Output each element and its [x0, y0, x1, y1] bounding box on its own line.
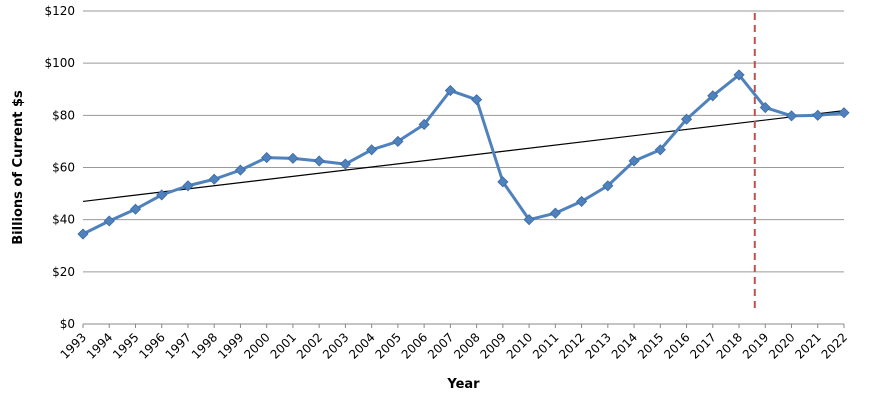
x-tick-label: 2002 — [294, 330, 325, 361]
x-tick-label: 1999 — [215, 330, 246, 361]
data-point — [733, 69, 745, 81]
x-tick-label: 2022 — [819, 330, 850, 361]
data-point — [523, 214, 535, 226]
data-point — [339, 158, 351, 170]
data-point — [785, 110, 798, 122]
x-tick-label: 2015 — [635, 330, 666, 361]
data-point — [103, 215, 115, 227]
data-point — [313, 155, 325, 167]
data-point — [602, 180, 614, 192]
data-point — [471, 94, 483, 106]
x-tick-label: 2021 — [792, 330, 823, 361]
grid-lines — [83, 10, 844, 273]
y-tick-label: $20 — [52, 265, 75, 279]
data-point — [129, 203, 142, 215]
x-tick-label: 2008 — [451, 330, 482, 361]
data-point — [838, 107, 850, 119]
x-tick-label: 2016 — [661, 330, 692, 361]
x-tick-label: 2009 — [477, 330, 508, 361]
x-tick-label: 1997 — [163, 330, 194, 361]
trend-line — [82, 110, 845, 203]
data-point — [759, 101, 771, 114]
data-point — [654, 144, 666, 156]
x-tick-label: 2005 — [373, 330, 404, 361]
x-tick-label: 1995 — [110, 330, 141, 361]
data-point — [628, 155, 640, 167]
x-tick-label: 1996 — [136, 330, 167, 361]
x-tick-label: 2019 — [740, 330, 771, 361]
data-markers — [77, 69, 850, 240]
data-point — [549, 207, 561, 219]
data-point — [287, 152, 299, 164]
x-tick-label: 2014 — [609, 330, 640, 361]
y-axis-title: Billions of Current $s — [11, 90, 26, 245]
x-tick-label: 2011 — [530, 330, 561, 361]
x-tick-labels: 1993199419951996199719981999200020012002… — [58, 324, 850, 362]
data-point — [680, 113, 693, 125]
y-tick-labels: $0 $20 $40 $60 $80 $100 $120 — [44, 4, 75, 331]
x-tick-label: 1993 — [58, 330, 89, 361]
x-tick-label: 1994 — [84, 330, 115, 361]
data-point — [366, 144, 378, 156]
data-point — [77, 228, 89, 240]
x-tick-label: 2017 — [687, 330, 718, 361]
data-point — [707, 90, 719, 102]
data-point — [208, 173, 220, 185]
x-tick-label: 2012 — [556, 330, 587, 361]
x-tick-label: 1998 — [189, 330, 220, 361]
x-tick-label: 2010 — [504, 330, 535, 361]
y-tick-label: $40 — [52, 213, 75, 227]
x-axis-title: Year — [446, 377, 480, 392]
data-point — [444, 84, 456, 97]
x-tick-label: 2003 — [320, 330, 351, 361]
x-tick-label: 2004 — [346, 330, 377, 361]
y-tick-label: $0 — [60, 317, 75, 331]
y-tick-label: $60 — [52, 161, 75, 175]
x-tick-label: 2000 — [241, 330, 272, 361]
x-tick-label: 2007 — [425, 330, 456, 361]
x-tick-label: 2013 — [582, 330, 613, 361]
y-tick-label: $120 — [44, 4, 75, 18]
data-point — [261, 152, 273, 164]
data-point — [576, 195, 588, 207]
x-tick-label: 2001 — [268, 330, 299, 361]
y-tick-label: $100 — [44, 56, 75, 70]
series-line — [82, 73, 845, 236]
data-point — [234, 164, 247, 176]
y-tick-label: $80 — [52, 108, 75, 122]
data-point — [182, 180, 194, 192]
x-tick-label: 2020 — [766, 330, 797, 361]
x-tick-label: 2018 — [714, 330, 745, 361]
x-tick-label: 2006 — [399, 330, 430, 361]
data-point — [392, 135, 404, 147]
data-point — [497, 176, 509, 188]
data-point — [418, 118, 430, 131]
data-point — [156, 189, 168, 201]
data-point — [812, 109, 824, 121]
